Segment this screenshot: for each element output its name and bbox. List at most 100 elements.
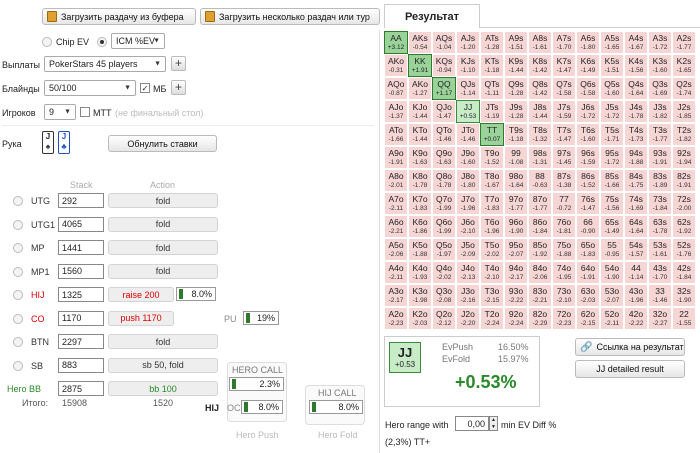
range-cell[interactable]: 44 -1.14 bbox=[624, 261, 648, 284]
seat-radio[interactable] bbox=[13, 313, 23, 324]
reset-bets-button[interactable]: Обнулить ставки bbox=[108, 135, 217, 152]
range-cell[interactable]: K7o -1.83 bbox=[408, 192, 432, 215]
range-cell[interactable]: J7s -1.59 bbox=[552, 100, 576, 123]
seat-stack-input[interactable]: 2875 bbox=[58, 381, 104, 396]
range-cell[interactable]: K4o -1.93 bbox=[408, 261, 432, 284]
range-cell[interactable]: 95s -1.72 bbox=[600, 146, 624, 169]
range-cell[interactable]: 42o -2.22 bbox=[624, 307, 648, 330]
range-cell[interactable]: 42s -1.84 bbox=[672, 261, 696, 284]
range-cell[interactable]: 83s -1.89 bbox=[648, 169, 672, 192]
mb-checkbox[interactable]: ✓ bbox=[140, 83, 150, 93]
range-cell[interactable]: A5s -1.65 bbox=[600, 31, 624, 54]
range-cell[interactable]: 43s -1.70 bbox=[648, 261, 672, 284]
hero-call-percent[interactable]: 2.3% bbox=[229, 377, 284, 391]
range-cell[interactable]: 88 -0.63 bbox=[528, 169, 552, 192]
range-cell[interactable]: 32o -2.27 bbox=[648, 307, 672, 330]
range-cell[interactable]: TT +0.07 bbox=[480, 123, 504, 146]
range-cell[interactable]: 86o -1.84 bbox=[528, 215, 552, 238]
range-cell[interactable]: 54o -1.90 bbox=[600, 261, 624, 284]
range-cell[interactable]: K4s -1.56 bbox=[624, 54, 648, 77]
range-cell[interactable]: Q2s -1.74 bbox=[672, 77, 696, 100]
range-cell[interactable]: 93s -1.91 bbox=[648, 146, 672, 169]
range-cell[interactable]: 62o -2.15 bbox=[576, 307, 600, 330]
range-cell[interactable]: K2s -1.65 bbox=[672, 54, 696, 77]
seat-stack-input[interactable]: 292 bbox=[58, 193, 104, 208]
range-cell[interactable]: Q6o -1.99 bbox=[432, 215, 456, 238]
range-cell[interactable]: T5s -1.71 bbox=[600, 123, 624, 146]
icm-radio[interactable] bbox=[97, 37, 107, 47]
range-cell[interactable]: Q9o -1.63 bbox=[432, 146, 456, 169]
range-cell[interactable]: 73s -1.84 bbox=[648, 192, 672, 215]
range-cell[interactable]: KJs -1.10 bbox=[456, 54, 480, 77]
range-cell[interactable]: QTs -1.11 bbox=[480, 77, 504, 100]
range-cell[interactable]: 74s -1.69 bbox=[624, 192, 648, 215]
range-cell[interactable]: AKo -1.27 bbox=[408, 77, 432, 100]
hole-card-club-jack[interactable]: J ♣ bbox=[58, 131, 70, 154]
range-cell[interactable]: KQs -0.94 bbox=[432, 54, 456, 77]
detailed-result-button[interactable]: JJ detailed result bbox=[575, 360, 685, 378]
seat-radio[interactable] bbox=[13, 219, 23, 230]
range-cell[interactable]: 76o -1.81 bbox=[552, 215, 576, 238]
range-cell[interactable]: 85o -1.92 bbox=[528, 238, 552, 261]
seat-radio[interactable] bbox=[13, 290, 23, 300]
range-cell[interactable]: AQs -1.04 bbox=[432, 31, 456, 54]
range-cell[interactable]: 84o -2.06 bbox=[528, 261, 552, 284]
range-cell[interactable]: 92s -1.94 bbox=[672, 146, 696, 169]
range-cell[interactable]: K9o -1.63 bbox=[408, 146, 432, 169]
range-cell[interactable]: A6o -2.21 bbox=[384, 215, 408, 238]
range-cell[interactable]: AKs -0.54 bbox=[408, 31, 432, 54]
range-cell[interactable]: AJo -1.37 bbox=[384, 100, 408, 123]
add-blinds-button[interactable]: + bbox=[171, 80, 186, 95]
range-cell[interactable]: T9o -1.52 bbox=[480, 146, 504, 169]
range-cell[interactable]: J2o -2.20 bbox=[456, 307, 480, 330]
range-cell[interactable]: KJo -1.44 bbox=[408, 100, 432, 123]
range-cell[interactable]: 53s -1.61 bbox=[648, 238, 672, 261]
range-cell[interactable]: 74o -1.95 bbox=[552, 261, 576, 284]
range-cell[interactable]: J3s -1.82 bbox=[648, 100, 672, 123]
range-cell[interactable]: 52s -1.76 bbox=[672, 238, 696, 261]
seat-radio[interactable] bbox=[13, 360, 23, 371]
range-cell[interactable]: K5o -1.88 bbox=[408, 238, 432, 261]
range-cell[interactable]: K6o -1.86 bbox=[408, 215, 432, 238]
range-cell[interactable]: 94o -2.17 bbox=[504, 261, 528, 284]
range-cell[interactable]: A8o -2.01 bbox=[384, 169, 408, 192]
range-cell[interactable]: J9s -1.28 bbox=[504, 100, 528, 123]
range-cell[interactable]: T5o -2.02 bbox=[480, 238, 504, 261]
range-cell[interactable]: QQ +1.17 bbox=[432, 77, 456, 100]
range-cell[interactable]: 64s -1.64 bbox=[624, 215, 648, 238]
range-cell[interactable]: T8s -1.32 bbox=[528, 123, 552, 146]
range-cell[interactable]: A5o -2.06 bbox=[384, 238, 408, 261]
hij-raise-percent[interactable]: 8.0% bbox=[176, 287, 216, 301]
range-cell[interactable]: AJs -1.20 bbox=[456, 31, 480, 54]
range-cell[interactable]: 52o -2.11 bbox=[600, 307, 624, 330]
seat-action-button[interactable]: fold bbox=[108, 240, 218, 255]
payouts-select[interactable]: PokerStars 45 players ▼ bbox=[44, 56, 166, 72]
seat-radio[interactable] bbox=[13, 196, 23, 206]
range-cell[interactable]: A2o -2.23 bbox=[384, 307, 408, 330]
range-cell[interactable]: J5o -2.09 bbox=[456, 238, 480, 261]
range-cell[interactable]: T3o -2.15 bbox=[480, 284, 504, 307]
range-cell[interactable]: K6s -1.49 bbox=[576, 54, 600, 77]
range-cell[interactable]: 75o -1.88 bbox=[552, 238, 576, 261]
range-cell[interactable]: 95o -2.07 bbox=[504, 238, 528, 261]
hij-call-percent[interactable]: 8.0% bbox=[309, 400, 363, 414]
co-push-percent[interactable]: 19% bbox=[243, 310, 279, 325]
seat-stack-input[interactable]: 1170 bbox=[58, 310, 104, 326]
seat-stack-input[interactable]: 2297 bbox=[58, 334, 104, 349]
seat-action-button[interactable]: raise 200 bbox=[108, 287, 174, 302]
range-cell[interactable]: Q8s -1.42 bbox=[528, 77, 552, 100]
range-cell[interactable]: Q7s -1.58 bbox=[552, 77, 576, 100]
range-cell[interactable]: Q8o -1.78 bbox=[432, 169, 456, 192]
range-stepper[interactable]: ▲ ▼ bbox=[489, 416, 498, 431]
range-cell[interactable]: 77 -0.72 bbox=[552, 192, 576, 215]
range-cell[interactable]: Q9s -1.28 bbox=[504, 77, 528, 100]
seat-action-button[interactable]: sb 50, fold bbox=[108, 357, 218, 373]
seat-radio[interactable] bbox=[13, 337, 23, 347]
range-cell[interactable]: 33 -1.46 bbox=[648, 284, 672, 307]
load-from-clipboard-button[interactable]: Загрузить раздачу из буфера bbox=[42, 8, 196, 25]
range-cell[interactable]: QTo -1.46 bbox=[432, 123, 456, 146]
range-cell[interactable]: 63o -2.03 bbox=[576, 284, 600, 307]
range-cell[interactable]: 65o -1.83 bbox=[576, 238, 600, 261]
range-cell[interactable]: 43o -1.96 bbox=[624, 284, 648, 307]
seat-radio[interactable] bbox=[13, 266, 23, 277]
